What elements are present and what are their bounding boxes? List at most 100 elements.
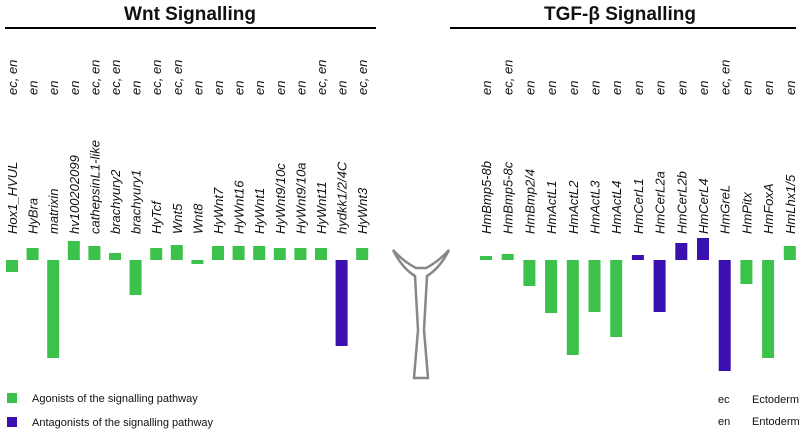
gene-label: hv100202099 [67,155,82,234]
bar [6,260,18,272]
bar [480,256,492,260]
gene-label: brachyury2 [108,169,123,234]
bar [212,246,224,260]
bar [294,248,307,260]
bar [253,246,266,260]
gene-label: cathepsinL1-like [87,140,102,234]
bar [523,260,536,286]
gene-label: HmGreL [718,185,733,234]
bar [762,260,775,358]
bar [566,260,579,355]
bar [501,254,514,260]
tissue-label: en [588,81,603,95]
tissue-label: ec, en [170,60,185,95]
bar [588,260,601,312]
bar [356,248,369,260]
panel-title: TGF-β Signalling [544,4,696,25]
gene-label: HyWnt9/10a [293,162,308,234]
tissue-label: en [211,81,226,95]
gene-label: HyWnt7 [211,187,226,234]
gene-label: HyWnt1 [252,188,267,234]
tissue-label: ec, en [108,60,123,95]
gene-label: HmBmp2/4 [522,169,537,234]
bar [170,245,183,260]
bar [273,248,286,260]
tissue-label: en [273,81,288,95]
tissue-label: en [653,81,668,95]
gene-label: HmLhx1/5 [783,174,798,234]
tissue-label: en [293,81,308,95]
abbr-meaning: Entoderm [752,416,800,428]
bar [631,255,644,260]
gene-label: HmCerL4 [696,178,711,234]
tissue-label: en [252,81,267,95]
tissue-label: en [232,81,247,95]
tissue-label: ec, en [355,60,370,95]
tissue-label: en [479,81,494,95]
gene-label: hydkk1/2/4C [335,161,350,234]
bar [315,248,327,260]
legend-label: Agonists of the signalling pathway [32,393,198,405]
gene-label: HyWnt16 [232,180,247,234]
hydra-outline [391,249,451,380]
tissue-label: en [335,81,350,95]
bar [26,248,39,260]
gene-label: HmBmp5-8b [479,161,494,234]
tissue-label: ec, en [5,60,20,95]
gene-label: HyWnt3 [355,187,370,234]
tissue-label: en [761,81,776,95]
gene-label: HmCerL2b [674,171,689,234]
tissue-label: en [190,81,205,95]
gene-label: HyWnt9/10c [273,163,288,234]
bar [545,260,558,313]
gene-label: HmBmp5-8c [501,161,516,234]
gene-label: HmActL2 [566,180,581,234]
gene-label: HmActL3 [588,180,603,234]
bar [129,260,142,295]
tissue-label: en [609,81,624,95]
gene-label: matrixin [46,188,61,234]
bar [88,246,101,260]
tissue-label: en [739,81,754,95]
tissue-label: en [783,81,798,95]
tissue-label: en [674,81,689,95]
abbr-meaning: Ectoderm [752,394,799,406]
bar [740,260,753,284]
bar [191,260,204,264]
bar [718,260,731,371]
tissue-label: ec, en [501,60,516,95]
gene-label: HmActL4 [609,181,624,234]
tissue-label: ec, en [87,60,102,95]
bar [675,243,688,260]
tissue-label: en [46,81,61,95]
tissue-label: ec, en [149,60,164,95]
bar [653,260,666,312]
gene-label: HmCerL2a [653,171,668,234]
bar [109,253,121,260]
gene-label: HyTcf [149,200,164,234]
gene-label: HmPitx [739,192,754,234]
bar [783,246,796,260]
legend-label: Antagonists of the signalling pathway [32,417,214,429]
gene-label: HyBra [26,198,41,234]
gene-label: HmCerL1 [631,178,646,234]
bar [150,248,163,260]
bar [697,238,709,260]
tissue-label: en [696,81,711,95]
legend-swatch [7,393,17,403]
gene-label: Wnt5 [170,203,185,234]
tissue-label: ec, en [718,60,733,95]
bar [232,246,245,260]
gene-label: Wnt8 [190,203,205,234]
legend-swatch [7,417,17,427]
gene-label: HyWnt11 [314,182,329,235]
bar [67,241,80,260]
tissue-label: en [544,81,559,95]
tissue-label: en [631,81,646,95]
tissue-label: en [129,81,144,95]
tissue-label: ec, en [314,60,329,95]
tissue-label: en [26,81,41,95]
gene-label: brachyury1 [129,170,144,234]
tissue-label: en [67,81,82,95]
